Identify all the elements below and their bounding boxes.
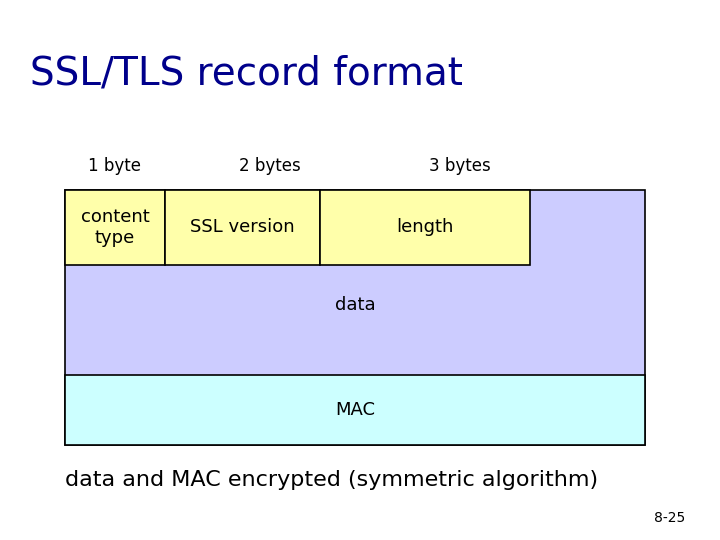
Text: data and MAC encrypted (symmetric algorithm): data and MAC encrypted (symmetric algori… [65,470,598,490]
Text: SSL/TLS record format: SSL/TLS record format [30,55,463,93]
Text: 3 bytes: 3 bytes [429,157,491,175]
Bar [165,190,320,265]
Text: data: data [335,296,375,314]
Bar [65,190,165,265]
Text: 1 byte: 1 byte [89,157,142,175]
Text: MAC: MAC [335,401,375,419]
Text: 8-25: 8-25 [654,511,685,525]
Bar [65,375,645,445]
Text: SSL version: SSL version [190,219,294,237]
Bar [65,190,645,445]
Text: content
type: content type [81,208,149,247]
Bar [320,190,530,265]
Text: length: length [396,219,454,237]
Text: 2 bytes: 2 bytes [239,157,301,175]
